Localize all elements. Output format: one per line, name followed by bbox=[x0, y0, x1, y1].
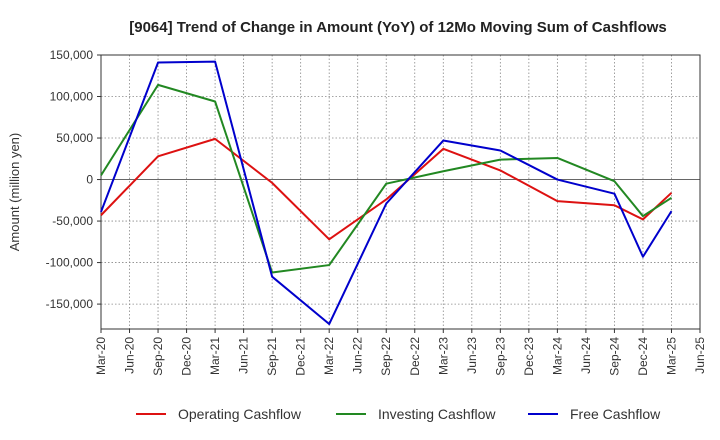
x-tick-label: Mar-24 bbox=[550, 337, 564, 375]
x-tick-label: Jun-22 bbox=[351, 337, 365, 374]
x-tick-label: Jun-23 bbox=[465, 337, 479, 374]
y-tick-labels: 150,000 100,000 50,000 0 -50,000 -100,000 -150… bbox=[46, 48, 101, 311]
y-tick-label: 100,000 bbox=[50, 90, 94, 104]
x-tick-label: Jun-21 bbox=[237, 337, 251, 374]
legend-label: Investing Cashflow bbox=[378, 406, 496, 422]
y-tick-label: 50,000 bbox=[56, 131, 93, 145]
y-axis-label: Amount (million yen) bbox=[7, 133, 22, 252]
x-tick-label: Jun-20 bbox=[123, 337, 137, 374]
y-tick-label: -100,000 bbox=[46, 256, 94, 270]
x-tick-label: Jun-25 bbox=[693, 337, 707, 374]
y-tick-label: -50,000 bbox=[52, 214, 93, 228]
plot-area bbox=[100, 54, 701, 330]
y-tick-label: 0 bbox=[86, 173, 93, 187]
x-tick-labels: Mar-20 Jun-20 Sep-20 Dec-20 Mar-21 Jun-21 Sep-… bbox=[94, 329, 707, 376]
x-tick-label: Mar-20 bbox=[94, 337, 108, 375]
x-tick-label: Dec-24 bbox=[636, 337, 650, 376]
x-tick-label: Dec-22 bbox=[408, 337, 422, 376]
x-tick-label: Sep-22 bbox=[379, 337, 393, 376]
series-line bbox=[100, 137, 673, 241]
x-tick-label: Mar-23 bbox=[436, 337, 450, 375]
x-tick-label: Mar-22 bbox=[322, 337, 336, 375]
x-tick-label: Sep-24 bbox=[607, 337, 621, 376]
x-tick-label: Mar-21 bbox=[208, 337, 222, 375]
x-tick-label: Sep-20 bbox=[151, 337, 165, 376]
grid bbox=[101, 55, 700, 329]
x-tick-label: Dec-20 bbox=[180, 337, 194, 376]
x-tick-label: Jun-24 bbox=[579, 337, 593, 374]
legend-label: Free Cashflow bbox=[570, 406, 661, 422]
x-tick-label: Dec-23 bbox=[522, 337, 536, 376]
chart-title: [9064] Trend of Change in Amount (YoY) o… bbox=[129, 19, 667, 36]
series-lines bbox=[100, 60, 673, 326]
legend-label: Operating Cashflow bbox=[178, 406, 302, 422]
x-tick-label: Dec-21 bbox=[294, 337, 308, 376]
x-tick-label: Sep-21 bbox=[265, 337, 279, 376]
series-line bbox=[100, 60, 673, 326]
x-tick-label: Mar-25 bbox=[664, 337, 678, 375]
x-tick-label: Sep-23 bbox=[493, 337, 507, 376]
legend: Operating Cashflow Investing Cashflow Free… bbox=[136, 406, 661, 422]
series-line bbox=[100, 83, 673, 274]
y-tick-label: 150,000 bbox=[50, 48, 94, 62]
y-tick-label: -150,000 bbox=[46, 297, 94, 311]
